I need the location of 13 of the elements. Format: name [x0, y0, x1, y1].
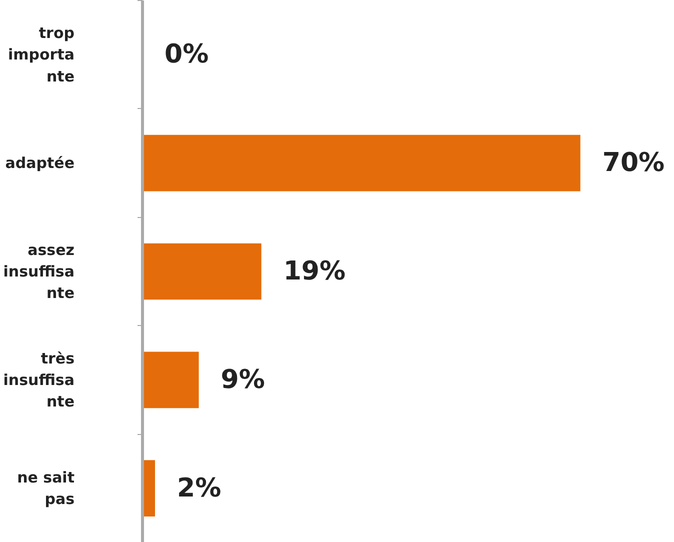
bar: [142, 243, 262, 300]
data-label: 2%: [177, 473, 222, 504]
data-label: 70%: [602, 148, 665, 178]
data-label: 0%: [164, 40, 209, 70]
y-tick-label: adaptée: [5, 154, 75, 172]
data-label: 9%: [220, 364, 265, 395]
y-tick-label: trop importa nte: [8, 24, 75, 86]
bar: [142, 134, 580, 192]
y-tick-label: assez insuffisa nte: [3, 240, 75, 302]
bar: [142, 352, 199, 408]
y-tick-label: très insuffisa nte: [3, 349, 75, 410]
y-tick-label: ne sait pas: [17, 468, 75, 508]
data-label: 19%: [283, 256, 346, 286]
